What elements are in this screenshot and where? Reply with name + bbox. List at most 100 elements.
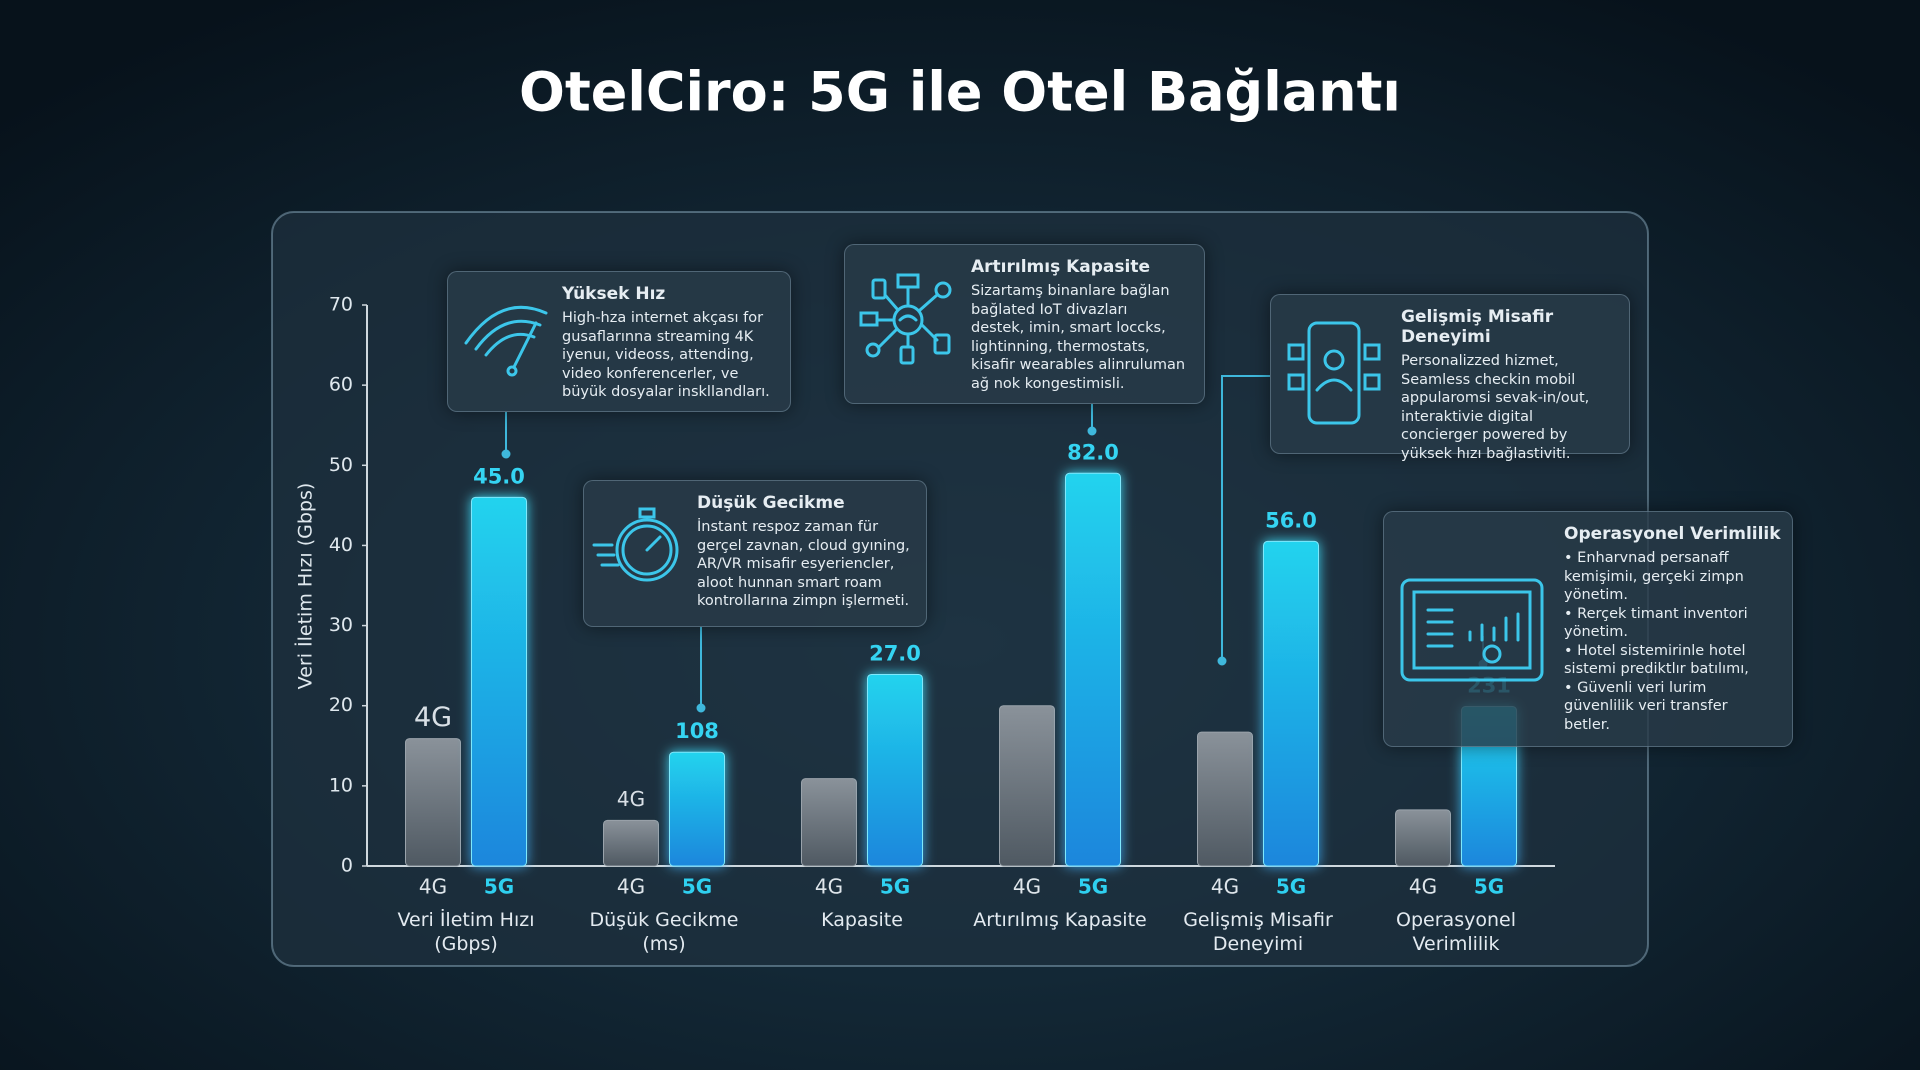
callout-text: betler. bbox=[1564, 716, 1610, 733]
bar bbox=[1263, 540, 1319, 867]
series-label: 4G bbox=[1409, 875, 1437, 899]
connector-dot bbox=[696, 703, 706, 713]
callout-title: Yüksek Hız bbox=[562, 284, 666, 304]
connector bbox=[1221, 375, 1270, 661]
series-label: 5G bbox=[880, 875, 910, 899]
callout-text: • Güvenli veri lurim bbox=[1564, 679, 1707, 696]
callout-text: appularomsi sevak-in/out, bbox=[1401, 390, 1590, 406]
callout-title: Gelişmiş Misafir Deneyimi bbox=[1401, 307, 1554, 347]
series-label: 5G bbox=[1078, 875, 1108, 899]
series-label: 5G bbox=[682, 875, 712, 899]
callout-text: yönetim. bbox=[1564, 624, 1629, 640]
callout-text: Seamless checkin mobil bbox=[1401, 371, 1576, 388]
callout: Düşük Gecikme İnstant respoz zaman für ger… bbox=[583, 480, 927, 627]
connector-dot bbox=[1217, 656, 1227, 666]
callout-text: aloot hunnan smart roam bbox=[697, 574, 882, 591]
callout-text: büyük dosyalar inskllandları. bbox=[562, 384, 770, 400]
bar-label: 27.0 bbox=[869, 641, 921, 665]
series-label: 5G bbox=[1474, 875, 1504, 899]
callout-text: interaktivie digital bbox=[1401, 408, 1533, 425]
callout-text: yönetim. bbox=[1564, 587, 1629, 603]
callout-text: iyenuı, videoss, attending, bbox=[562, 347, 754, 363]
callout-text: İnstant respoz zaman für bbox=[697, 519, 879, 535]
callout-text: Personalizzed hizmet, bbox=[1401, 353, 1559, 369]
callout: Gelişmiş Misafir Deneyimi Personalizzed h… bbox=[1270, 294, 1630, 462]
bar-label: 56.0 bbox=[1265, 508, 1317, 532]
bar bbox=[999, 705, 1055, 867]
x-tick-label: Veri İletim Hızı (Gbps) bbox=[397, 909, 535, 955]
callout-text: High-hza internet akçası for bbox=[562, 310, 764, 326]
y-tick-label: 40 bbox=[329, 534, 353, 556]
y-tick-label: 0 bbox=[341, 855, 353, 877]
y-tick-label: 30 bbox=[329, 614, 353, 636]
callout-text: • Hotel sistemirinle hotel bbox=[1564, 642, 1746, 659]
callout-text: concierger powered by bbox=[1401, 427, 1568, 443]
callout-icon bbox=[1287, 321, 1381, 425]
callout-title: Operasyonel Verimlilik bbox=[1564, 524, 1781, 544]
connector-dot bbox=[501, 449, 511, 459]
callout-icon bbox=[464, 305, 548, 376]
callout-text: gerçel zavnan, cloud gyıning, bbox=[697, 537, 910, 554]
series-label: 4G bbox=[815, 875, 843, 899]
bar bbox=[1065, 472, 1121, 867]
bar-label: 4G bbox=[617, 787, 645, 811]
callout-text: gusaflarınna streaming 4K bbox=[562, 328, 754, 345]
y-tick-label: 70 bbox=[329, 294, 353, 316]
bar bbox=[867, 673, 923, 867]
callout-text: Sizartamş binanlare bağlan bbox=[971, 283, 1170, 299]
callout-text: lightinning, thermostats, bbox=[971, 338, 1150, 355]
x-tick-label: Kapasite bbox=[821, 909, 903, 931]
chart-title: OtelCiro: 5G ile Otel Bağlantı bbox=[519, 61, 1401, 124]
bar-label: 45.0 bbox=[473, 464, 525, 488]
series-label: 4G bbox=[617, 875, 645, 899]
callout-icon bbox=[1400, 578, 1544, 682]
callout-text: • Enharvnad persanaff bbox=[1564, 550, 1729, 566]
callout-text: sistemi prediktlır batılımı, bbox=[1564, 661, 1749, 677]
series-label: 5G bbox=[1276, 875, 1306, 899]
x-tick-label: Operasyonel Verimlilik bbox=[1396, 909, 1516, 955]
bar-label: 4G bbox=[414, 702, 452, 733]
callout-text: kontrollarına zimpn işlermeti. bbox=[697, 593, 910, 609]
bar bbox=[1197, 731, 1253, 867]
bar bbox=[603, 819, 659, 867]
callout-title: Artırılmış Kapasite bbox=[971, 257, 1150, 277]
bar bbox=[669, 751, 725, 867]
bar bbox=[405, 738, 461, 867]
y-tick-label: 60 bbox=[329, 374, 353, 396]
bar bbox=[801, 778, 857, 867]
y-axis-label: Veri İletim Hızı (Gbps) bbox=[294, 483, 317, 690]
callout-text: bağlated IoT divazları bbox=[971, 301, 1128, 318]
callout-title: Düşük Gecikme bbox=[697, 493, 845, 513]
connectors bbox=[501, 375, 1488, 713]
bar bbox=[1395, 809, 1451, 867]
y-tick-label: 20 bbox=[329, 694, 353, 716]
bar-label: 108 bbox=[675, 719, 719, 743]
callout: Yüksek Hız High-hza internet akçası for gu… bbox=[447, 271, 791, 412]
callout-text: destek, imin, smart loccks, bbox=[971, 320, 1166, 336]
x-tick-label: Artırılmış Kapasite bbox=[973, 909, 1147, 931]
series-label: 5G bbox=[484, 875, 514, 899]
bar-label: 82.0 bbox=[1067, 440, 1119, 464]
callout-text: ağ nok kongestimisli. bbox=[971, 375, 1125, 392]
callout-text: kisafir wearables alinruluman bbox=[971, 357, 1186, 373]
callout: Artırılmış Kapasite Sizartamş binanlare b… bbox=[844, 244, 1205, 404]
callout-icon bbox=[592, 507, 679, 581]
y-tick-label: 10 bbox=[329, 774, 353, 796]
connector-dot bbox=[1087, 426, 1097, 436]
series-label: 4G bbox=[1013, 875, 1041, 899]
bar bbox=[471, 496, 527, 867]
callout-text: yüksek hızı bağlastiviti. bbox=[1401, 445, 1571, 462]
y-tick-label: 50 bbox=[329, 454, 353, 476]
x-tick-label: Düşük Gecikme (ms) bbox=[589, 909, 739, 955]
callout-icon bbox=[859, 273, 952, 365]
x-tick-label: Gelişmiş Misafir Deneyimi bbox=[1183, 909, 1333, 955]
series-label: 4G bbox=[419, 875, 447, 899]
callout-text: • Rerçek timant inventori bbox=[1564, 605, 1748, 622]
series-label: 4G bbox=[1211, 875, 1239, 899]
callout-text: güvenlilik veri transfer bbox=[1564, 698, 1728, 714]
callout-text: AR/VR misafir esyeriencler, bbox=[697, 556, 895, 572]
callout-text: kemişimiı, gerçeki zimpn bbox=[1564, 568, 1744, 585]
callout: Operasyonel Verimlilik • Enharvnad persan… bbox=[1383, 511, 1793, 747]
callout-text: video konferencerler, ve bbox=[562, 365, 739, 382]
